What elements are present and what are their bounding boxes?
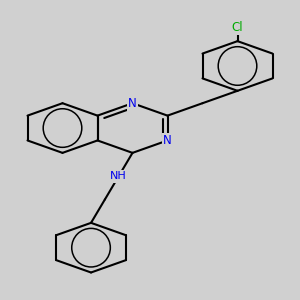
Text: Cl: Cl: [232, 21, 243, 34]
Text: N: N: [163, 134, 172, 147]
Text: N: N: [128, 97, 137, 110]
Text: NH: NH: [110, 171, 127, 181]
